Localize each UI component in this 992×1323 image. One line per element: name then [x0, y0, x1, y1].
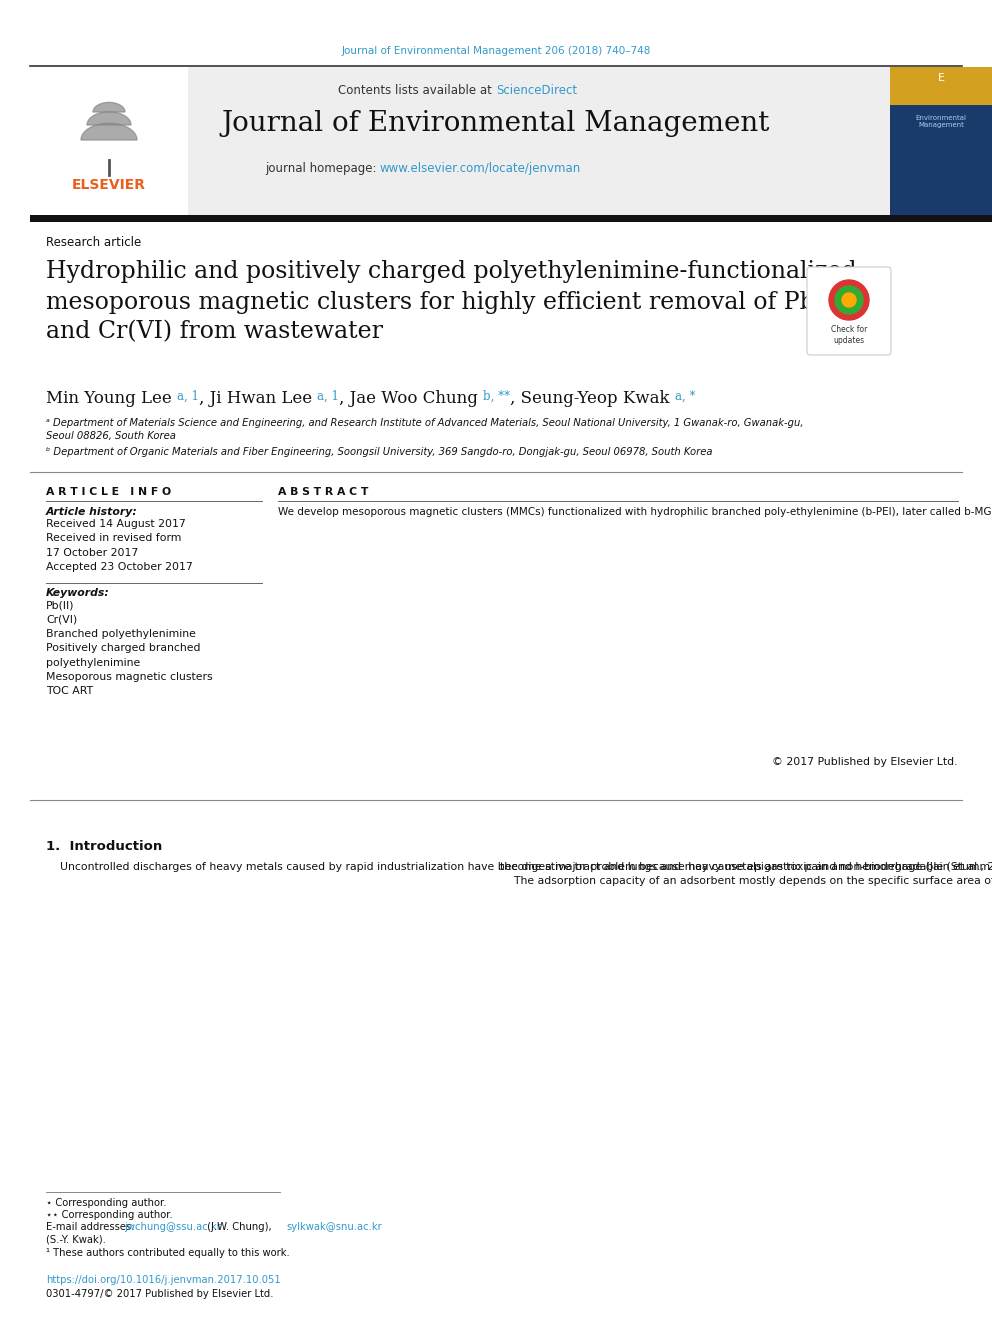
Text: ELSEVIER: ELSEVIER [72, 179, 146, 192]
FancyBboxPatch shape [890, 67, 992, 216]
Text: Min Young Lee: Min Young Lee [46, 390, 177, 407]
Text: E: E [937, 73, 944, 83]
Text: ScienceDirect: ScienceDirect [496, 83, 577, 97]
Text: We develop mesoporous magnetic clusters (MMCs) functionalized with hydrophilic b: We develop mesoporous magnetic clusters … [278, 507, 992, 517]
Text: Keywords:: Keywords: [46, 587, 110, 598]
Text: https://doi.org/10.1016/j.jenvman.2017.10.051: https://doi.org/10.1016/j.jenvman.2017.1… [46, 1275, 281, 1285]
FancyBboxPatch shape [890, 67, 992, 105]
Text: Article history:: Article history: [46, 507, 138, 517]
Text: a, 1: a, 1 [317, 390, 339, 404]
Text: a, *: a, * [676, 390, 695, 404]
Text: , Seung-Yeop Kwak: , Seung-Yeop Kwak [510, 390, 676, 407]
Text: (J.W. Chung),: (J.W. Chung), [204, 1222, 275, 1232]
Circle shape [835, 286, 863, 314]
Circle shape [829, 280, 869, 320]
Text: ⋆⋆ Corresponding author.: ⋆⋆ Corresponding author. [46, 1211, 173, 1220]
Text: ᵃ Department of Materials Science and Engineering, and Research Institute of Adv: ᵃ Department of Materials Science and En… [46, 418, 804, 441]
Polygon shape [87, 112, 131, 124]
Text: Environmental
Management: Environmental Management [916, 115, 966, 128]
Text: , Jae Woo Chung: , Jae Woo Chung [339, 390, 483, 407]
Text: sylkwak@snu.ac.kr: sylkwak@snu.ac.kr [286, 1222, 382, 1232]
Polygon shape [81, 123, 137, 140]
Text: Journal of Environmental Management 206 (2018) 740–748: Journal of Environmental Management 206 … [341, 46, 651, 56]
Text: b, **: b, ** [483, 390, 510, 404]
Text: 1.  Introduction: 1. Introduction [46, 840, 163, 853]
Text: Research article: Research article [46, 235, 141, 249]
Text: ᵇ Department of Organic Materials and Fiber Engineering, Soongsil University, 36: ᵇ Department of Organic Materials and Fi… [46, 447, 712, 456]
Text: a, 1: a, 1 [177, 390, 198, 404]
Text: A R T I C L E   I N F O: A R T I C L E I N F O [46, 487, 172, 497]
Text: jwchung@ssu.ac.kr: jwchung@ssu.ac.kr [124, 1222, 221, 1232]
Text: 0301-4797/© 2017 Published by Elsevier Ltd.: 0301-4797/© 2017 Published by Elsevier L… [46, 1289, 274, 1299]
Text: (S.-Y. Kwak).: (S.-Y. Kwak). [46, 1234, 106, 1244]
Text: Pb(II)
Cr(VI)
Branched polyethylenimine
Positively charged branched
polyethyleni: Pb(II) Cr(VI) Branched polyethylenimine … [46, 601, 212, 696]
Text: E-mail addresses:: E-mail addresses: [46, 1222, 138, 1232]
FancyBboxPatch shape [30, 67, 890, 216]
Text: the digestive tract and lungs and may cause epigastric pain and hemorrhage (Jain: the digestive tract and lungs and may ca… [500, 863, 992, 886]
Text: , Ji Hwan Lee: , Ji Hwan Lee [198, 390, 317, 407]
FancyBboxPatch shape [807, 267, 891, 355]
Text: Contents lists available at: Contents lists available at [338, 83, 496, 97]
Text: journal homepage:: journal homepage: [265, 161, 380, 175]
Text: Received 14 August 2017
Received in revised form
17 October 2017
Accepted 23 Oct: Received 14 August 2017 Received in revi… [46, 519, 192, 573]
Text: A B S T R A C T: A B S T R A C T [278, 487, 368, 497]
Text: Journal of Environmental Management: Journal of Environmental Management [222, 110, 770, 138]
Text: Check for
updates: Check for updates [831, 325, 867, 345]
Text: ⋆ Corresponding author.: ⋆ Corresponding author. [46, 1199, 167, 1208]
Text: Hydrophilic and positively charged polyethylenimine-functionalized
mesoporous ma: Hydrophilic and positively charged polye… [46, 261, 857, 344]
Circle shape [842, 292, 856, 307]
Text: ¹ These authors contributed equally to this work.: ¹ These authors contributed equally to t… [46, 1248, 290, 1258]
FancyBboxPatch shape [30, 216, 992, 222]
Text: Uncontrolled discharges of heavy metals caused by rapid industrialization have b: Uncontrolled discharges of heavy metals … [46, 863, 992, 872]
Text: © 2017 Published by Elsevier Ltd.: © 2017 Published by Elsevier Ltd. [773, 757, 958, 767]
Polygon shape [93, 102, 125, 112]
FancyBboxPatch shape [30, 67, 188, 216]
Text: www.elsevier.com/locate/jenvman: www.elsevier.com/locate/jenvman [380, 161, 581, 175]
